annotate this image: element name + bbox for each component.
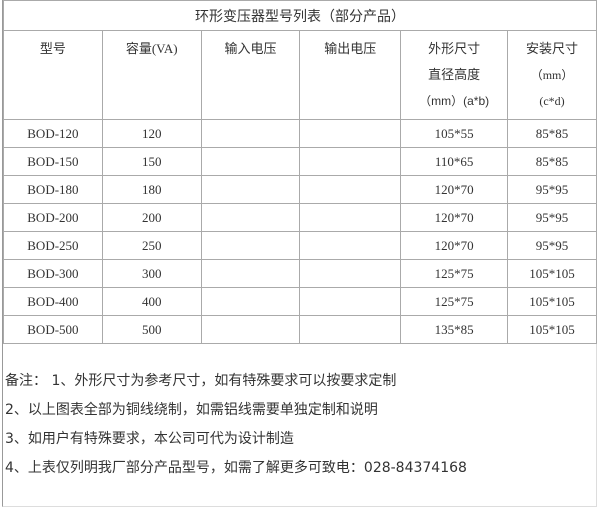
- table-cell: 200: [101, 203, 202, 232]
- table-cell: BOD-400: [3, 287, 103, 316]
- table-cell: [200, 175, 301, 204]
- table-cell: 85*85: [507, 119, 597, 148]
- table-cell: BOD-200: [3, 203, 103, 232]
- table-cell: 135*85: [400, 315, 509, 344]
- outer-size-l1: 外形尺寸: [428, 41, 481, 56]
- table-row: BOD-400 400 125*75 105*105: [3, 287, 597, 316]
- table-cell: [299, 259, 402, 288]
- table-cell: 95*95: [507, 175, 597, 204]
- table-cell: 105*105: [507, 287, 597, 316]
- note-4: 4、上表仅列明我厂部分产品型号，如需了解更多可致电：028-84374168: [5, 460, 467, 476]
- notes: 备注： 1、外形尺寸为参考尺寸，如有特殊要求可以按要求定制 2、以上图表全部为铜…: [5, 370, 467, 486]
- table-cell: [299, 175, 402, 204]
- table-cell: 125*75: [400, 259, 509, 288]
- table-cell: [200, 119, 301, 148]
- table-cell: 400: [101, 287, 202, 316]
- table-cell: BOD-500: [3, 315, 103, 344]
- table-cell: [299, 231, 402, 260]
- table-cell: [200, 203, 301, 232]
- table-cell: 250: [101, 231, 202, 260]
- header-model: 型号: [3, 30, 103, 120]
- table-cell: BOD-150: [3, 147, 103, 176]
- table-cell: 120: [101, 119, 202, 148]
- table-cell: [299, 287, 402, 316]
- table-cell: BOD-250: [3, 231, 103, 260]
- table-cell: [200, 231, 301, 260]
- table-cell: 180: [101, 175, 202, 204]
- table-cell: [200, 315, 301, 344]
- table-row: BOD-250 250 120*70 95*95: [3, 231, 597, 260]
- table-cell: 125*75: [400, 287, 509, 316]
- transformer-table: 环形变压器型号列表（部分产品） 型号 容量(VA) 输入电压 输出电压 外形尺寸…: [3, 0, 597, 344]
- note-3: 3、如用户有特殊要求，本公司可代为设计制造: [5, 431, 294, 447]
- table-cell: 120*70: [400, 175, 509, 204]
- header-input-voltage: 输入电压: [200, 30, 301, 120]
- mount-size-l3: (c*d): [539, 94, 565, 108]
- table-cell: 120*70: [400, 231, 509, 260]
- header-output-voltage: 输出电压: [299, 30, 402, 120]
- note-1: 备注： 1、外形尺寸为参考尺寸，如有特殊要求可以按要求定制: [5, 373, 397, 389]
- table-cell: [299, 203, 402, 232]
- table-cell: 95*95: [507, 231, 597, 260]
- table-cell: 110*65: [400, 147, 509, 176]
- table-cell: 105*105: [507, 259, 597, 288]
- table-row: BOD-150 150 110*65 85*85: [3, 147, 597, 176]
- table-cell: [200, 147, 301, 176]
- table-cell: 85*85: [507, 147, 597, 176]
- mount-size-l1: 安装尺寸: [526, 41, 579, 56]
- header-capacity: 容量(VA): [101, 30, 202, 120]
- table-cell: [200, 287, 301, 316]
- table-row: BOD-120 120 105*55 85*85: [3, 119, 597, 148]
- mount-size-l2: （mm）: [530, 68, 574, 82]
- outer-size-l2: 直径高度: [428, 67, 481, 82]
- table-cell: [200, 259, 301, 288]
- table-row: BOD-500 500 135*85 105*105: [3, 315, 597, 344]
- table-cell: 105*55: [400, 119, 509, 148]
- table-row: BOD-300 300 125*75 105*105: [3, 259, 597, 288]
- header-outer-size: 外形尺寸直径高度 （mm）(a*b): [400, 30, 509, 120]
- table-cell: BOD-300: [3, 259, 103, 288]
- table-cell: 150: [101, 147, 202, 176]
- table-row: BOD-180 180 120*70 95*95: [3, 175, 597, 204]
- note-2: 2、以上图表全部为铜线绕制，如需铝线需要单独定制和说明: [5, 402, 378, 418]
- table-cell: 105*105: [507, 315, 597, 344]
- table-cell: [299, 119, 402, 148]
- table-cell: [299, 147, 402, 176]
- table-cell: BOD-120: [3, 119, 103, 148]
- table-cell: 300: [101, 259, 202, 288]
- outer-size-l3: （mm）(a*b): [419, 94, 490, 108]
- table-cell: BOD-180: [3, 175, 103, 204]
- header-mount-size: 安装尺寸 （mm） (c*d): [507, 30, 597, 120]
- table-row: BOD-200 200 120*70 95*95: [3, 203, 597, 232]
- table-cell: 120*70: [400, 203, 509, 232]
- table-title: 环形变压器型号列表（部分产品）: [3, 0, 597, 31]
- table-cell: [299, 315, 402, 344]
- header-row: 型号 容量(VA) 输入电压 输出电压 外形尺寸直径高度 （mm）(a*b) 安装…: [3, 30, 597, 120]
- table-cell: 95*95: [507, 203, 597, 232]
- table-cell: 500: [101, 315, 202, 344]
